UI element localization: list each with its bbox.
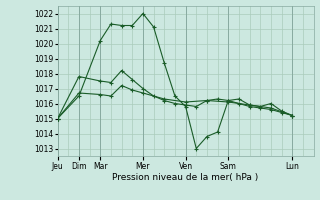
X-axis label: Pression niveau de la mer( hPa ): Pression niveau de la mer( hPa ) [112, 173, 259, 182]
